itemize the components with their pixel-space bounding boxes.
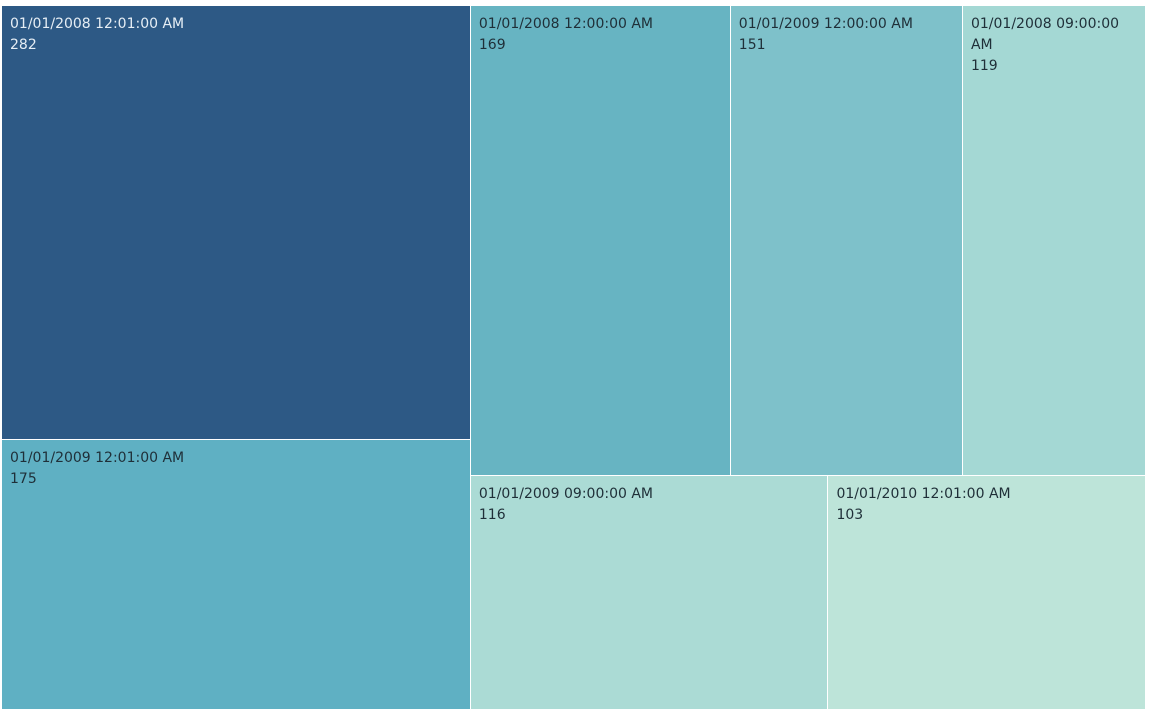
treemap-tile[interactable]: 01/01/2008 12:00:00 AM 169 [470, 6, 731, 476]
tile-value: 103 [836, 506, 864, 523]
tile-value: 119 [970, 58, 998, 74]
tile-label: 01/01/2010 12:01:00 AM [836, 485, 1011, 502]
tile-value: 151 [738, 37, 766, 53]
tile-label: 01/01/2008 09:00:00 AM [970, 16, 1120, 53]
tile-value: 116 [478, 506, 506, 523]
treemap-tile[interactable]: 01/01/2009 12:01:00 AM 175 [2, 440, 471, 710]
treemap-chart: 01/01/2008 12:01:00 AM 282 01/01/2009 12:0… [2, 6, 1146, 710]
treemap-tile[interactable]: 01/01/2010 12:01:00 AM 103 [828, 475, 1146, 710]
treemap-tile[interactable]: 01/01/2008 12:01:00 AM 282 [2, 6, 471, 441]
tile-label: 01/01/2008 12:01:00 AM [10, 16, 185, 32]
tile-value: 282 [10, 37, 37, 53]
tile-value: 175 [10, 471, 37, 488]
tile-label: 01/01/2009 09:00:00 AM [478, 485, 653, 502]
treemap-tile[interactable]: 01/01/2008 09:00:00 AM 119 [962, 6, 1146, 476]
tile-value: 169 [478, 37, 506, 53]
tile-label: 01/01/2009 12:01:00 AM [10, 450, 185, 467]
tile-label: 01/01/2009 12:00:00 AM [738, 16, 913, 32]
tile-label: 01/01/2008 12:00:00 AM [478, 16, 653, 32]
treemap-tile[interactable]: 01/01/2009 09:00:00 AM 116 [470, 475, 829, 710]
treemap-tile[interactable]: 01/01/2009 12:00:00 AM 151 [730, 6, 963, 476]
